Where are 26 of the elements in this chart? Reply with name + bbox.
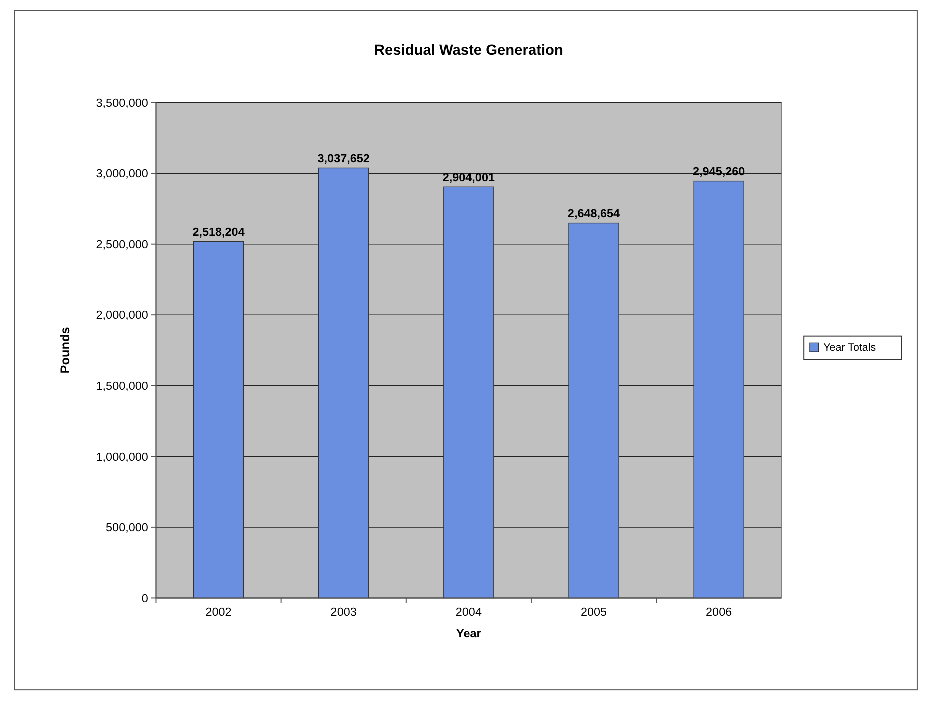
data-label: 2,648,654 [568,207,621,220]
y-tick-label: 1,500,000 [96,380,149,393]
chart-title: Residual Waste Generation [374,42,564,59]
y-tick-label: 2,000,000 [96,309,149,322]
y-tick-label: 2,500,000 [96,238,149,252]
bar [444,186,494,599]
y-axis-title: Pounds [58,327,72,374]
y-tick-label: 3,500,000 [96,96,149,110]
legend-label: Year Totals [824,342,876,354]
x-tick-label: 2005 [580,606,608,619]
y-tick-label: 0 [142,592,149,606]
data-label: 3,037,652 [318,152,370,166]
data-label: 2,904,001 [442,171,496,184]
bar [568,222,620,599]
bar [193,241,244,599]
x-tick-label: 2002 [206,606,232,619]
bar [318,168,370,599]
x-tick-label: 2006 [706,606,732,619]
data-label: 2,518,204 [192,226,246,239]
x-tick-label: 2003 [330,606,357,619]
bar [694,180,744,599]
y-tick-label: 1,000,000 [96,450,149,464]
x-axis-title: Year [456,627,482,640]
x-tick-label: 2004 [456,606,482,619]
y-tick-label: 500,000 [106,522,149,535]
y-tick-label: 3,000,000 [96,168,149,181]
